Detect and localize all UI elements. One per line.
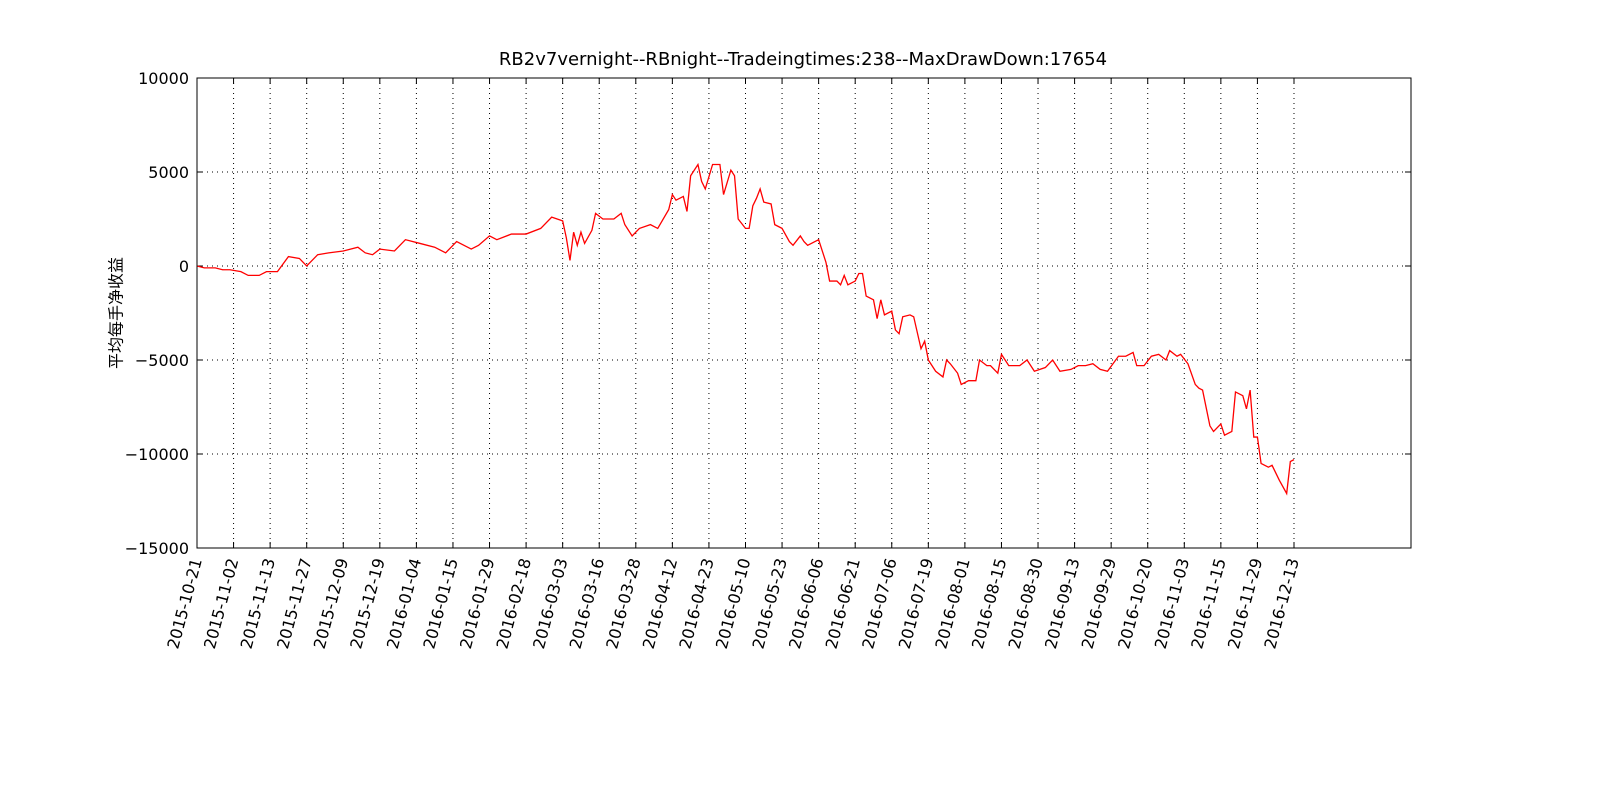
y-tick-label: −5000 (135, 351, 189, 370)
data-line (196, 162, 1295, 496)
y-tick-label: 0 (179, 257, 189, 276)
y-tick-label: 10000 (138, 69, 189, 88)
y-tick-label: −15000 (125, 539, 189, 558)
y-axis-label: 平均每手净收益 (107, 257, 126, 369)
chart-title: RB2v7vernight--RBnight--Tradeingtimes:23… (499, 49, 1107, 70)
plot-frame (196, 77, 1412, 549)
y-tick-label: −10000 (125, 445, 189, 464)
y-tick-label: 5000 (148, 163, 189, 182)
